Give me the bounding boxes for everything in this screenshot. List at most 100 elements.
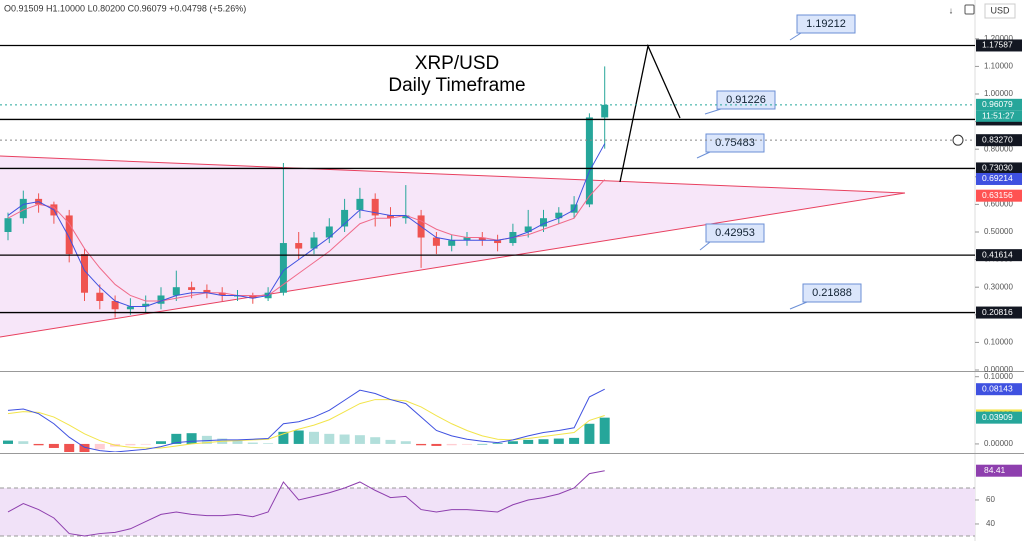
callout-label: 0.21888 bbox=[812, 287, 852, 299]
settings-icon[interactable] bbox=[964, 4, 975, 15]
candle-body bbox=[188, 287, 196, 290]
candle-body bbox=[540, 218, 547, 227]
price-tag bbox=[976, 189, 1022, 202]
rsi-pane bbox=[0, 470, 975, 537]
price-tag-label: 0.96079 bbox=[982, 99, 1013, 109]
candle-body bbox=[371, 198, 379, 216]
macd-histogram-bar bbox=[18, 441, 29, 444]
macd-histogram-bar bbox=[156, 441, 166, 444]
macd-tag bbox=[976, 383, 1022, 396]
level-label: 0.73030 bbox=[982, 163, 1013, 173]
scroll-icon[interactable]: ↓ bbox=[949, 5, 954, 15]
macd-histogram-bar bbox=[431, 443, 442, 446]
level-label: 0.20816 bbox=[982, 307, 1013, 317]
callout-pointer bbox=[699, 241, 711, 251]
candle-body bbox=[448, 240, 456, 246]
callout-box bbox=[796, 14, 856, 34]
macd-line bbox=[7, 388, 605, 452]
macd-histogram-bar bbox=[278, 431, 289, 444]
rsi-tag-label: 84.41 bbox=[984, 465, 1006, 475]
callout-label: 0.91226 bbox=[726, 94, 766, 106]
macd-histogram-bar bbox=[553, 438, 564, 444]
candle-body bbox=[585, 117, 593, 205]
macd-histogram-bar bbox=[48, 443, 59, 448]
countdown-tag bbox=[976, 110, 1022, 122]
currency[interactable]: USD bbox=[990, 5, 1010, 15]
level-tag bbox=[976, 306, 1022, 319]
candle-body bbox=[601, 104, 609, 118]
level-label: 0.41614 bbox=[982, 249, 1013, 259]
y-tick-label: 0.00000 bbox=[984, 365, 1013, 374]
candle-body bbox=[279, 243, 287, 293]
macd-histogram-bar bbox=[125, 443, 136, 446]
candle-body bbox=[65, 215, 73, 255]
candle-body bbox=[325, 226, 333, 238]
candle-body bbox=[157, 295, 165, 304]
candle-body bbox=[555, 212, 563, 219]
y-tick-label: 0.10000 bbox=[984, 338, 1013, 347]
currency-box[interactable] bbox=[984, 3, 1016, 19]
candle-body bbox=[19, 198, 27, 219]
macd-histogram-bar bbox=[492, 443, 503, 444]
trendline-upper bbox=[0, 155, 906, 194]
macd-pane bbox=[3, 388, 610, 452]
candle-body bbox=[218, 292, 226, 296]
macd-histogram-bar bbox=[385, 439, 396, 444]
macd-tag bbox=[976, 411, 1022, 424]
macd-histogram-bar bbox=[569, 437, 580, 444]
macd-histogram-bar bbox=[507, 441, 518, 444]
macd-histogram-bar bbox=[293, 430, 304, 444]
candle-body bbox=[494, 240, 502, 244]
macd-histogram-bar bbox=[462, 443, 472, 445]
y-tick-label: 0.30000 bbox=[984, 282, 1013, 291]
y-tick-label: 0.10000 bbox=[984, 372, 1013, 381]
price-tag-label: 0.69214 bbox=[982, 173, 1013, 183]
macd-histogram-bar bbox=[339, 434, 350, 444]
callout-pointer bbox=[789, 301, 808, 310]
callout-pointer bbox=[704, 108, 722, 115]
candle-body bbox=[142, 303, 150, 307]
candle-body bbox=[356, 198, 364, 210]
macd-histogram-bar bbox=[354, 435, 365, 444]
macd-histogram-bar bbox=[232, 440, 243, 444]
rsi-line bbox=[7, 470, 605, 537]
y-tick-label: 0.80000 bbox=[984, 144, 1013, 153]
y-tick-label: 0.60000 bbox=[984, 200, 1013, 209]
macd-histogram-bar bbox=[324, 433, 335, 444]
macd-histogram-bar bbox=[247, 442, 258, 444]
macd-tag-label: 0.08143 bbox=[982, 383, 1013, 393]
macd-histogram-bar bbox=[263, 443, 274, 444]
price-tag-label: 0.63156 bbox=[982, 190, 1013, 200]
price-tag bbox=[976, 172, 1022, 185]
y-tick-label: 0.00000 bbox=[984, 439, 1013, 448]
candle-body bbox=[81, 254, 88, 293]
callout-label: 0.42953 bbox=[715, 227, 755, 239]
candle-body bbox=[172, 287, 180, 296]
macd-histogram-bar bbox=[416, 443, 427, 446]
macd-histogram-bar bbox=[400, 441, 411, 444]
countdown: 11:51:27 bbox=[982, 111, 1015, 121]
price-tag bbox=[976, 98, 1022, 111]
candle-body bbox=[402, 215, 410, 219]
candle-body bbox=[295, 243, 303, 249]
macd-histogram-bar bbox=[309, 431, 319, 444]
macd-histogram-bar bbox=[94, 443, 105, 450]
macd-histogram-bar bbox=[64, 443, 75, 452]
level-tag bbox=[976, 162, 1022, 175]
y-tick-label: 1.10000 bbox=[984, 62, 1013, 71]
add-button[interactable] bbox=[952, 134, 964, 146]
candle-body bbox=[478, 237, 486, 241]
macd-histogram-bar bbox=[477, 443, 488, 445]
y-tick-label: 60 bbox=[986, 495, 995, 504]
macd-histogram-bar bbox=[584, 423, 595, 444]
callout-box bbox=[705, 223, 765, 243]
macd-histogram-bar bbox=[538, 439, 549, 444]
triangle-fill bbox=[0, 156, 905, 337]
candle-body bbox=[96, 292, 104, 302]
price-tag bbox=[976, 134, 1022, 147]
level-tag bbox=[976, 249, 1022, 262]
callout-pointer bbox=[696, 151, 711, 159]
price-tag-label: 0.83270 bbox=[982, 134, 1013, 144]
y-tick-label: 40 bbox=[986, 519, 995, 528]
